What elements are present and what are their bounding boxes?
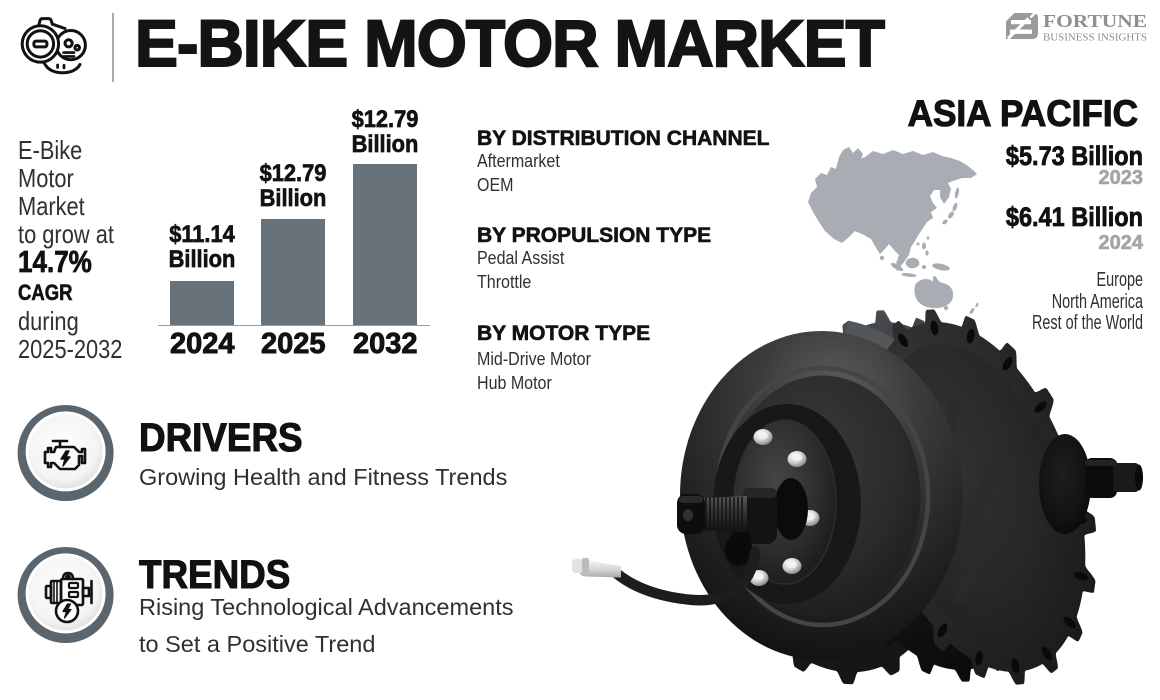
svg-text:FORTUNE: FORTUNE	[1043, 12, 1147, 31]
svg-text:BUSINESS INSIGHTS: BUSINESS INSIGHTS	[1043, 32, 1147, 44]
